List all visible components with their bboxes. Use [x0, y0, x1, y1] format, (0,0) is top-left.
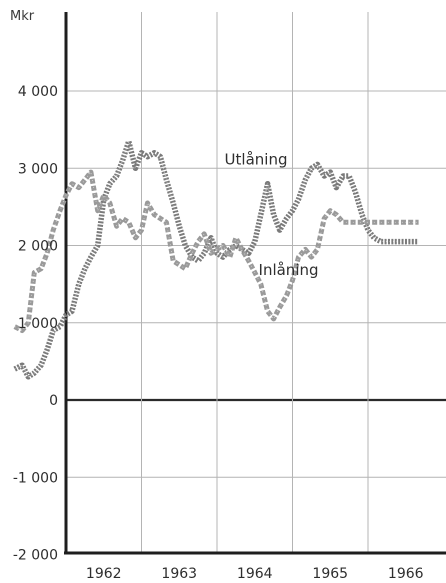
y-tick-label: 1 000 — [18, 316, 58, 332]
y-axis-unit-label: Mkr — [10, 9, 35, 24]
x-tick-label: 1964 — [237, 566, 273, 582]
y-tick-label: 3 000 — [18, 161, 58, 177]
axes — [64, 12, 446, 555]
y-tick-label: -2 000 — [13, 548, 58, 564]
x-tick-label: 1965 — [312, 566, 348, 582]
series-texture-inlaning — [14, 171, 419, 332]
series-lines — [13, 138, 419, 380]
x-tick-label: 1966 — [388, 566, 424, 582]
y-tick-label: 4 000 — [18, 84, 58, 100]
inlaning-annotation: Inlåning — [259, 261, 319, 279]
grid — [66, 12, 446, 553]
y-tick-label: 0 — [49, 393, 58, 409]
tick-labels: 4 000 3 000 2 000 1 000 0 -1 000 -2 000 1962 196… — [13, 84, 424, 582]
x-tick-label: 1962 — [86, 566, 122, 582]
y-tick-label: 2 000 — [18, 239, 58, 255]
x-tick-label: 1963 — [161, 566, 197, 582]
utlaning-annotation: Utlåning — [225, 150, 288, 168]
series-texture-utlaning — [14, 139, 419, 378]
y-tick-label: -1 000 — [13, 470, 58, 486]
